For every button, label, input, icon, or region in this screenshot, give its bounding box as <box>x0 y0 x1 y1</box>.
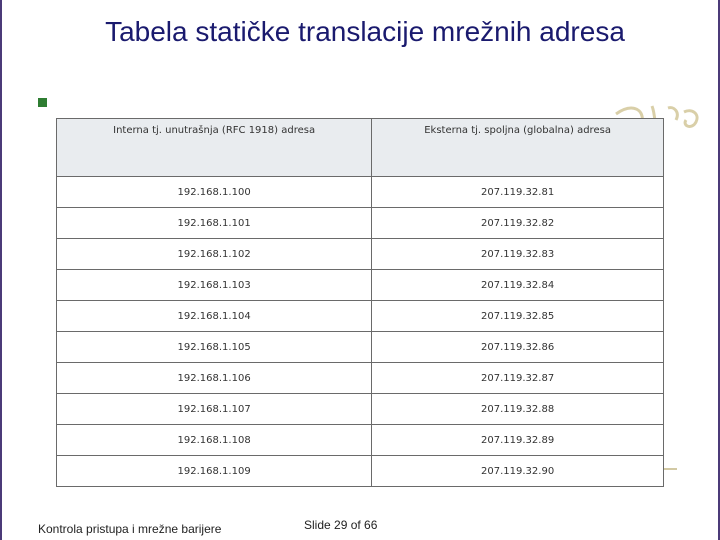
external-address-cell: 207.119.32.87 <box>371 362 664 394</box>
internal-address-cell: 192.168.1.100 <box>55 176 373 208</box>
table-row: 192.168.1.101 207.119.32.82 <box>55 207 664 239</box>
header-internal-address: Interna tj. unutrašnja (RFC 1918) adresa <box>55 118 373 177</box>
internal-address-cell: 192.168.1.101 <box>55 207 373 239</box>
external-address-cell: 207.119.32.83 <box>371 238 664 270</box>
table-row: 192.168.1.105 207.119.32.86 <box>55 331 664 363</box>
external-address-cell: 207.119.32.84 <box>371 269 664 301</box>
internal-address-cell: 192.168.1.102 <box>55 238 373 270</box>
external-address-cell: 207.119.32.89 <box>371 424 664 456</box>
nat-table: Interna tj. unutrašnja (RFC 1918) adresa… <box>55 118 664 487</box>
footer-course-title: Kontrola pristupa i mrežne barijere <box>38 522 222 536</box>
external-address-cell: 207.119.32.81 <box>371 176 664 208</box>
slide-number: Slide 29 of 66 <box>304 518 378 532</box>
internal-address-cell: 192.168.1.103 <box>55 269 373 301</box>
internal-address-cell: 192.168.1.105 <box>55 331 373 363</box>
internal-address-cell: 192.168.1.107 <box>55 393 373 425</box>
table-row: 192.168.1.103 207.119.32.84 <box>55 269 664 301</box>
external-address-cell: 207.119.32.86 <box>371 331 664 363</box>
external-address-cell: 207.119.32.88 <box>371 393 664 425</box>
external-address-cell: 207.119.32.82 <box>371 207 664 239</box>
external-address-cell: 207.119.32.90 <box>371 455 664 487</box>
table-row: 192.168.1.100 207.119.32.81 <box>55 176 664 208</box>
external-address-cell: 207.119.32.85 <box>371 300 664 332</box>
table-body: 192.168.1.100 207.119.32.81 192.168.1.101 2… <box>55 176 664 487</box>
table-row: 192.168.1.108 207.119.32.89 <box>55 424 664 456</box>
table-row: 192.168.1.106 207.119.32.87 <box>55 362 664 394</box>
slide-frame-right <box>718 0 720 540</box>
header-external-address: Eksterna tj. spoljna (globalna) adresa <box>371 118 664 177</box>
bullet-icon <box>38 98 47 107</box>
table-header-row: Interna tj. unutrašnja (RFC 1918) adresa… <box>55 118 664 177</box>
slide-frame-left <box>0 0 2 540</box>
internal-address-cell: 192.168.1.108 <box>55 424 373 456</box>
table-row: 192.168.1.109 207.119.32.90 <box>55 455 664 487</box>
internal-address-cell: 192.168.1.106 <box>55 362 373 394</box>
slide-title: Tabela statičke translacije mrežnih adre… <box>105 16 625 47</box>
table-row: 192.168.1.104 207.119.32.85 <box>55 300 664 332</box>
internal-address-cell: 192.168.1.109 <box>55 455 373 487</box>
table-row: 192.168.1.107 207.119.32.88 <box>55 393 664 425</box>
table-row: 192.168.1.102 207.119.32.83 <box>55 238 664 270</box>
nat-table-container: Interna tj. unutrašnja (RFC 1918) adresa… <box>55 118 677 487</box>
internal-address-cell: 192.168.1.104 <box>55 300 373 332</box>
